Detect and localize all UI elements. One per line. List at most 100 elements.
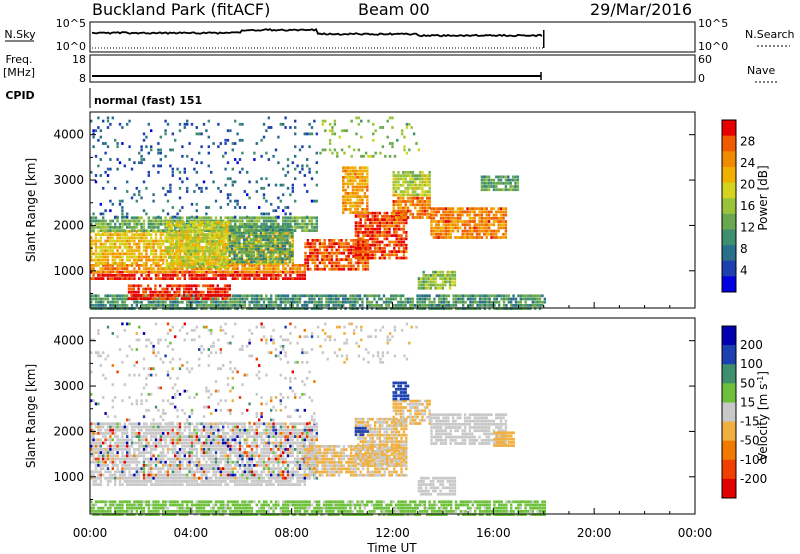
power-cell xyxy=(175,224,178,227)
power-cell xyxy=(507,297,510,301)
power-cell xyxy=(323,264,326,268)
power-cell xyxy=(461,236,464,239)
power-cell xyxy=(359,215,362,218)
power-cell xyxy=(271,260,275,264)
power-cell xyxy=(417,148,421,152)
power-cell xyxy=(393,253,396,257)
power-cell xyxy=(357,237,360,241)
power-cell xyxy=(298,264,302,267)
power-cell xyxy=(116,219,119,223)
power-cell xyxy=(159,258,162,262)
power-cell xyxy=(437,210,440,214)
power-cell xyxy=(507,188,510,192)
power-cell xyxy=(466,223,469,227)
power-cell xyxy=(234,158,237,161)
power-cell xyxy=(320,300,323,304)
power-cell xyxy=(234,304,237,307)
power-cell xyxy=(123,277,126,280)
power-cell xyxy=(258,206,261,209)
power-cell xyxy=(234,206,237,209)
power-cell xyxy=(291,183,294,187)
power-cell xyxy=(284,116,287,120)
power-cell xyxy=(310,222,314,226)
power-cell xyxy=(195,274,198,277)
power-cell xyxy=(364,227,367,231)
power-cell xyxy=(345,255,348,258)
power-cell xyxy=(522,297,525,301)
power-cell xyxy=(248,274,251,277)
power-cell xyxy=(406,190,410,193)
power-cell xyxy=(238,219,242,223)
power-cell xyxy=(184,233,188,237)
power-cell xyxy=(181,270,184,274)
power-cell xyxy=(498,294,501,298)
power-cell xyxy=(402,237,406,241)
power-cell xyxy=(253,219,256,223)
power-cell xyxy=(301,216,304,220)
power-cell xyxy=(250,228,253,232)
power-cell xyxy=(161,297,164,300)
power-cell xyxy=(347,245,350,249)
power-cell xyxy=(228,225,231,229)
power-cell xyxy=(133,252,136,256)
power-cell xyxy=(138,277,141,280)
power-cell xyxy=(264,257,267,261)
power-cell xyxy=(169,307,172,310)
power-cell xyxy=(102,300,105,304)
power-cell xyxy=(463,232,467,236)
power-cell xyxy=(371,250,374,253)
power-cell xyxy=(441,274,445,277)
power-cell xyxy=(171,167,174,171)
power-cell xyxy=(142,270,146,274)
power-cell xyxy=(128,242,131,246)
power-cell xyxy=(201,262,204,266)
power-cell xyxy=(274,209,278,213)
power-cell xyxy=(538,300,542,304)
power-cell xyxy=(152,252,155,256)
power-cell xyxy=(376,224,379,228)
power-cell xyxy=(318,261,322,265)
power-cell xyxy=(502,207,505,211)
power-cell xyxy=(218,227,221,231)
power-cell xyxy=(255,235,258,238)
power-cell xyxy=(154,290,157,294)
power-cell xyxy=(404,190,407,193)
power-cell xyxy=(225,224,228,227)
power-cell xyxy=(288,247,291,251)
power-cell xyxy=(253,274,256,277)
power-cell xyxy=(388,218,391,221)
power-cell xyxy=(212,180,215,184)
power-cell xyxy=(411,190,415,193)
power-cell xyxy=(250,238,253,241)
power-cell xyxy=(499,178,503,182)
power-cell xyxy=(250,241,253,245)
power-cell xyxy=(495,297,498,301)
power-cell xyxy=(352,251,355,255)
power-cell xyxy=(171,148,174,152)
power-cell xyxy=(250,267,254,270)
power-cell xyxy=(216,224,219,227)
power-cell xyxy=(291,307,294,310)
power-cell xyxy=(340,251,343,255)
power-cell xyxy=(169,264,172,267)
power-cell xyxy=(163,290,167,294)
power-cell xyxy=(282,122,285,126)
power-cell xyxy=(490,185,493,188)
power-cell xyxy=(469,297,472,301)
power-cell xyxy=(253,294,256,298)
power-cell xyxy=(255,277,258,280)
power-cell xyxy=(258,304,261,307)
power-cell xyxy=(222,270,225,274)
nsearch-label: N.Search xyxy=(745,28,795,41)
power-cell xyxy=(426,190,429,193)
power-cell xyxy=(483,223,486,227)
power-cell xyxy=(187,284,191,288)
power-cell xyxy=(397,307,400,310)
power-cell xyxy=(310,216,314,220)
power-cell xyxy=(252,241,255,245)
power-cell xyxy=(195,183,198,187)
power-cell xyxy=(511,185,515,188)
power-cell xyxy=(274,219,278,223)
power-cell xyxy=(313,300,316,304)
